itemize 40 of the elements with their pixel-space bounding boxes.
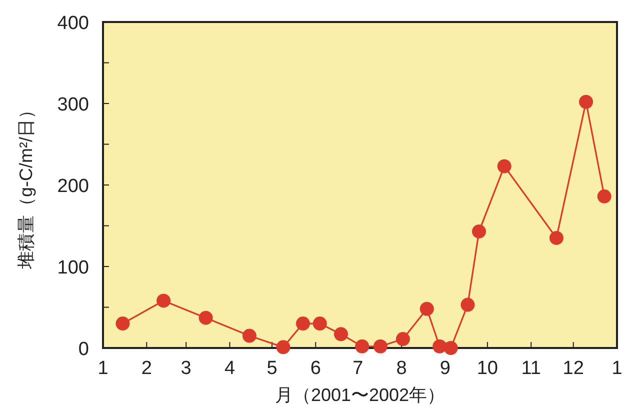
- point: [373, 339, 388, 354]
- point: [420, 302, 434, 316]
- point: [497, 159, 512, 174]
- y-tick-label: 400: [57, 13, 89, 34]
- y-tick-label: 300: [57, 94, 89, 116]
- point: [472, 224, 486, 238]
- point: [396, 332, 410, 346]
- point: [597, 189, 612, 204]
- y-tick-label: 100: [57, 258, 89, 278]
- y-axis-title: 堆積量（g-C/m²/日）: [16, 101, 36, 270]
- x-tick-label: 5: [266, 358, 278, 379]
- point: [432, 339, 447, 354]
- point: [242, 328, 256, 343]
- x-tick-label: 10: [476, 358, 498, 379]
- point: [460, 298, 475, 312]
- point: [296, 316, 310, 331]
- x-tick-label: 4: [224, 358, 236, 379]
- point: [549, 230, 564, 245]
- y-tick-label: 0: [78, 339, 89, 360]
- x-tick-label: 9: [440, 358, 450, 379]
- x-axis-title: 月（2001〜2002年）: [274, 385, 446, 405]
- x-tick-label: 2: [141, 358, 152, 379]
- x-tick-label: 8: [396, 358, 407, 379]
- point: [312, 316, 327, 331]
- point: [276, 340, 290, 354]
- point: [156, 294, 171, 308]
- point: [334, 327, 348, 342]
- point: [579, 94, 594, 109]
- point: [444, 341, 458, 355]
- point: [116, 316, 130, 331]
- x-tick-label: 6: [310, 358, 321, 379]
- x-tick-label: 11: [521, 358, 541, 379]
- x-tick-label: 3: [180, 358, 192, 379]
- y-tick-label: 200: [57, 176, 89, 197]
- x-tick-label: 1: [98, 358, 108, 379]
- point: [355, 339, 370, 354]
- point: [198, 310, 213, 325]
- x-tick-label: 1: [612, 358, 622, 379]
- x-tick-label: 12: [562, 358, 584, 379]
- x-tick-label: 7: [352, 358, 364, 379]
